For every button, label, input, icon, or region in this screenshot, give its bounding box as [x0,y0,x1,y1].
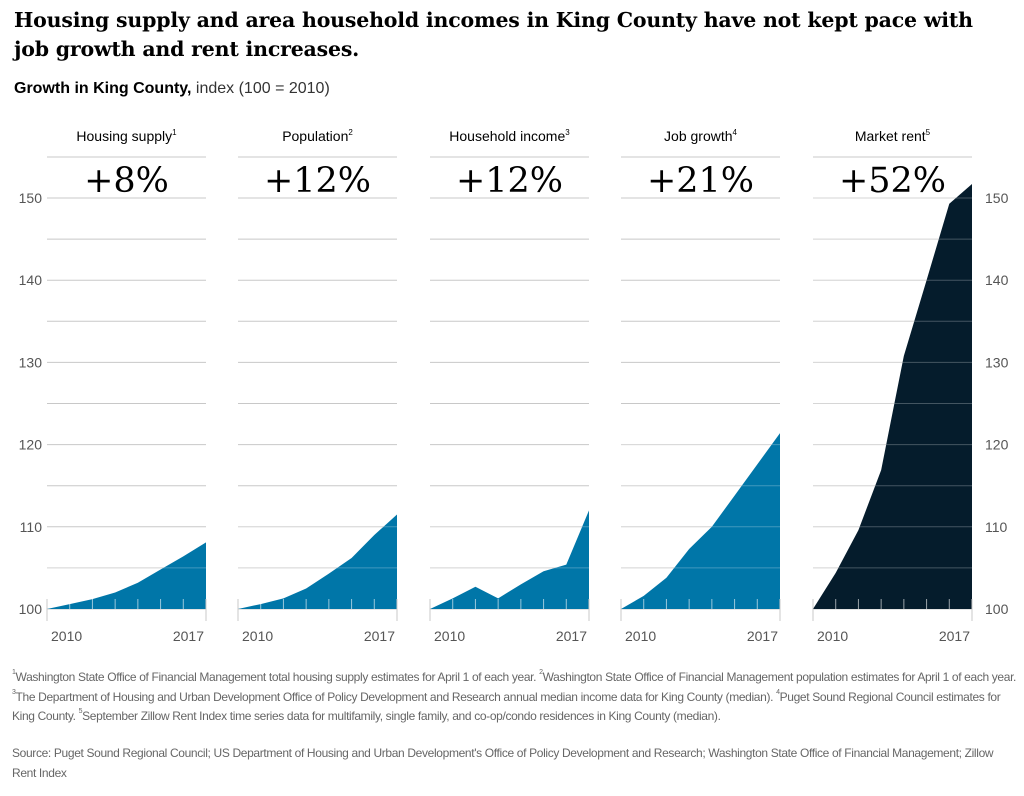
source-note: Source: Puget Sound Regional Council; US… [12,746,994,780]
x-tick-label: 2010 [242,628,273,644]
footnote-marker: 1 [12,669,16,676]
footnote-marker: 5 [78,708,83,715]
footnote-text: September Zillow Rent Index time series … [82,709,721,723]
y-tick-label-right: 150 [985,190,1009,206]
footnote-marker: 4 [776,688,780,696]
panel-title: Household income3 [449,128,570,144]
panel-title: Job growth4 [664,128,737,144]
x-tick-label: 2017 [364,628,395,644]
footnote-marker: 4 [733,128,738,137]
footnote-text: Washington State Office of Financial Man… [542,670,1017,684]
y-tick-label-right: 130 [985,354,1009,370]
panel-title: Population2 [282,128,353,144]
area-market-rent [813,184,972,609]
change-label: +52% [839,161,946,201]
panel-title: Housing supply1 [76,128,177,144]
footnote-marker: 3 [12,688,16,696]
footnote-marker: 2 [348,128,353,137]
y-tick-label-left: 130 [19,354,43,370]
footnote-text: The Department of Housing and Urban Deve… [15,689,774,704]
y-tick-label-right: 120 [985,437,1009,453]
area-job-growth [621,433,780,609]
footnote-marker: 5 [926,128,931,137]
x-tick-label: 2010 [817,628,848,644]
area-household-income [430,510,589,609]
change-label: +12% [264,161,371,201]
footnote-text: Washington State Office of Financial Man… [15,670,537,684]
subtitle-bold: Growth in King County, [14,80,192,97]
x-tick-label: 2017 [747,628,778,644]
x-tick-label: 2010 [625,628,656,644]
footnote-text: Puget Sound Regional Council estimates f… [12,689,1001,724]
y-tick-label-right: 110 [985,519,1008,535]
x-tick-label: 2010 [434,628,465,644]
change-label: +21% [647,161,754,201]
small-multiples-chart: Housing supply1 +8% 2010 2017 Population2 +12… [19,128,1009,644]
chart-title: Housing supply and area household income… [14,8,973,61]
x-tick-label: 2017 [556,628,587,644]
y-tick-label-left: 140 [19,272,43,288]
footnote-marker: 1 [172,128,177,137]
x-tick-label: 2017 [939,628,970,644]
subtitle-units: index (100 = 2010) [195,80,330,97]
area-population [238,514,397,609]
footnote-marker: 3 [565,128,570,137]
change-label: +12% [456,161,563,201]
area-housing-supply [47,542,206,609]
y-tick-label-left: 100 [19,601,43,617]
footnotes: 1Washington State Office of Financial Ma… [12,668,1017,727]
x-tick-label: 2010 [51,628,82,644]
y-tick-label-right: 140 [985,272,1009,288]
y-tick-label-left: 150 [19,190,43,206]
panel-title: Market rent5 [855,128,931,144]
y-tick-label-right: 100 [985,601,1009,617]
chart-subtitle: Growth in King County, index (100 = 2010… [14,80,330,98]
footnote-marker: 2 [539,669,543,676]
change-label: +8% [84,161,169,201]
x-tick-label: 2017 [173,628,204,644]
y-tick-label-left: 110 [20,519,43,535]
y-tick-label-left: 120 [19,437,43,453]
